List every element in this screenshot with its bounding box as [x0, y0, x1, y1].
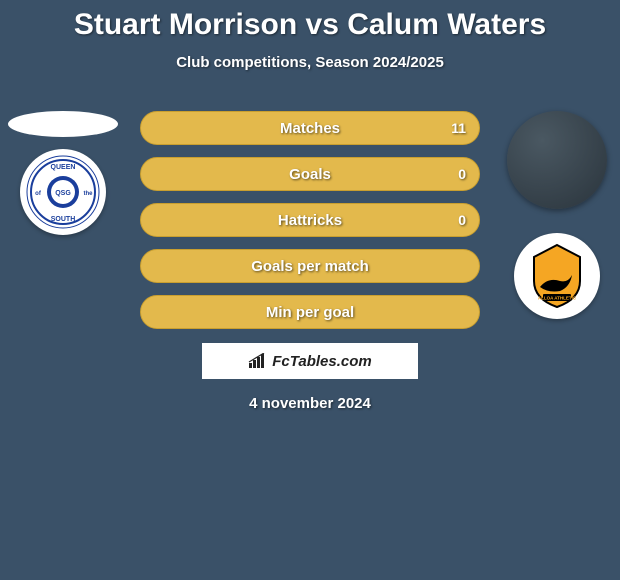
- left-player-avatar: [8, 111, 118, 137]
- svg-text:QUEEN: QUEEN: [51, 164, 76, 171]
- svg-text:QSG: QSG: [55, 190, 71, 197]
- stat-value: 11: [451, 120, 466, 136]
- svg-text:ALLOA ATHLETIC: ALLOA ATHLETIC: [538, 296, 577, 301]
- right-player-column: ALLOA ATHLETIC: [502, 111, 612, 319]
- svg-text:the: the: [84, 191, 94, 197]
- stat-label: Goals: [289, 166, 331, 183]
- stat-row-min-per-goal: Min per goal: [140, 295, 480, 329]
- main-area: QUEEN of the SOUTH QSG ALLOA ATHLE: [0, 111, 620, 412]
- queen-of-the-south-icon: QUEEN of the SOUTH QSG: [26, 155, 100, 229]
- left-player-column: QUEEN of the SOUTH QSG: [8, 111, 118, 235]
- stat-label: Goals per match: [251, 258, 369, 275]
- branding-box[interactable]: FcTables.com: [202, 343, 418, 379]
- stat-row-goals: Goals 0: [140, 157, 480, 191]
- date-label: 4 november 2024: [0, 395, 620, 412]
- stat-row-matches: Matches 11: [140, 111, 480, 145]
- stat-label: Min per goal: [266, 304, 354, 321]
- stat-label: Matches: [280, 120, 340, 137]
- subtitle: Club competitions, Season 2024/2025: [0, 54, 620, 71]
- svg-text:of: of: [35, 191, 42, 197]
- right-player-avatar: [507, 111, 607, 209]
- stat-value: 0: [458, 166, 466, 182]
- right-club-badge: ALLOA ATHLETIC: [514, 233, 600, 319]
- page-title: Stuart Morrison vs Calum Waters: [0, 8, 620, 42]
- left-club-badge: QUEEN of the SOUTH QSG: [20, 149, 106, 235]
- comparison-card: Stuart Morrison vs Calum Waters Club com…: [0, 0, 620, 412]
- stat-row-goals-per-match: Goals per match: [140, 249, 480, 283]
- stat-value: 0: [458, 212, 466, 228]
- branding-label: FcTables.com: [272, 353, 371, 370]
- alloa-athletic-icon: ALLOA ATHLETIC: [520, 239, 594, 313]
- stats-list: Matches 11 Goals 0 Hattricks 0 Goals per…: [140, 111, 480, 329]
- stat-label: Hattricks: [278, 212, 342, 229]
- stat-row-hattricks: Hattricks 0: [140, 203, 480, 237]
- svg-text:SOUTH: SOUTH: [51, 216, 76, 223]
- chart-icon: [248, 353, 268, 369]
